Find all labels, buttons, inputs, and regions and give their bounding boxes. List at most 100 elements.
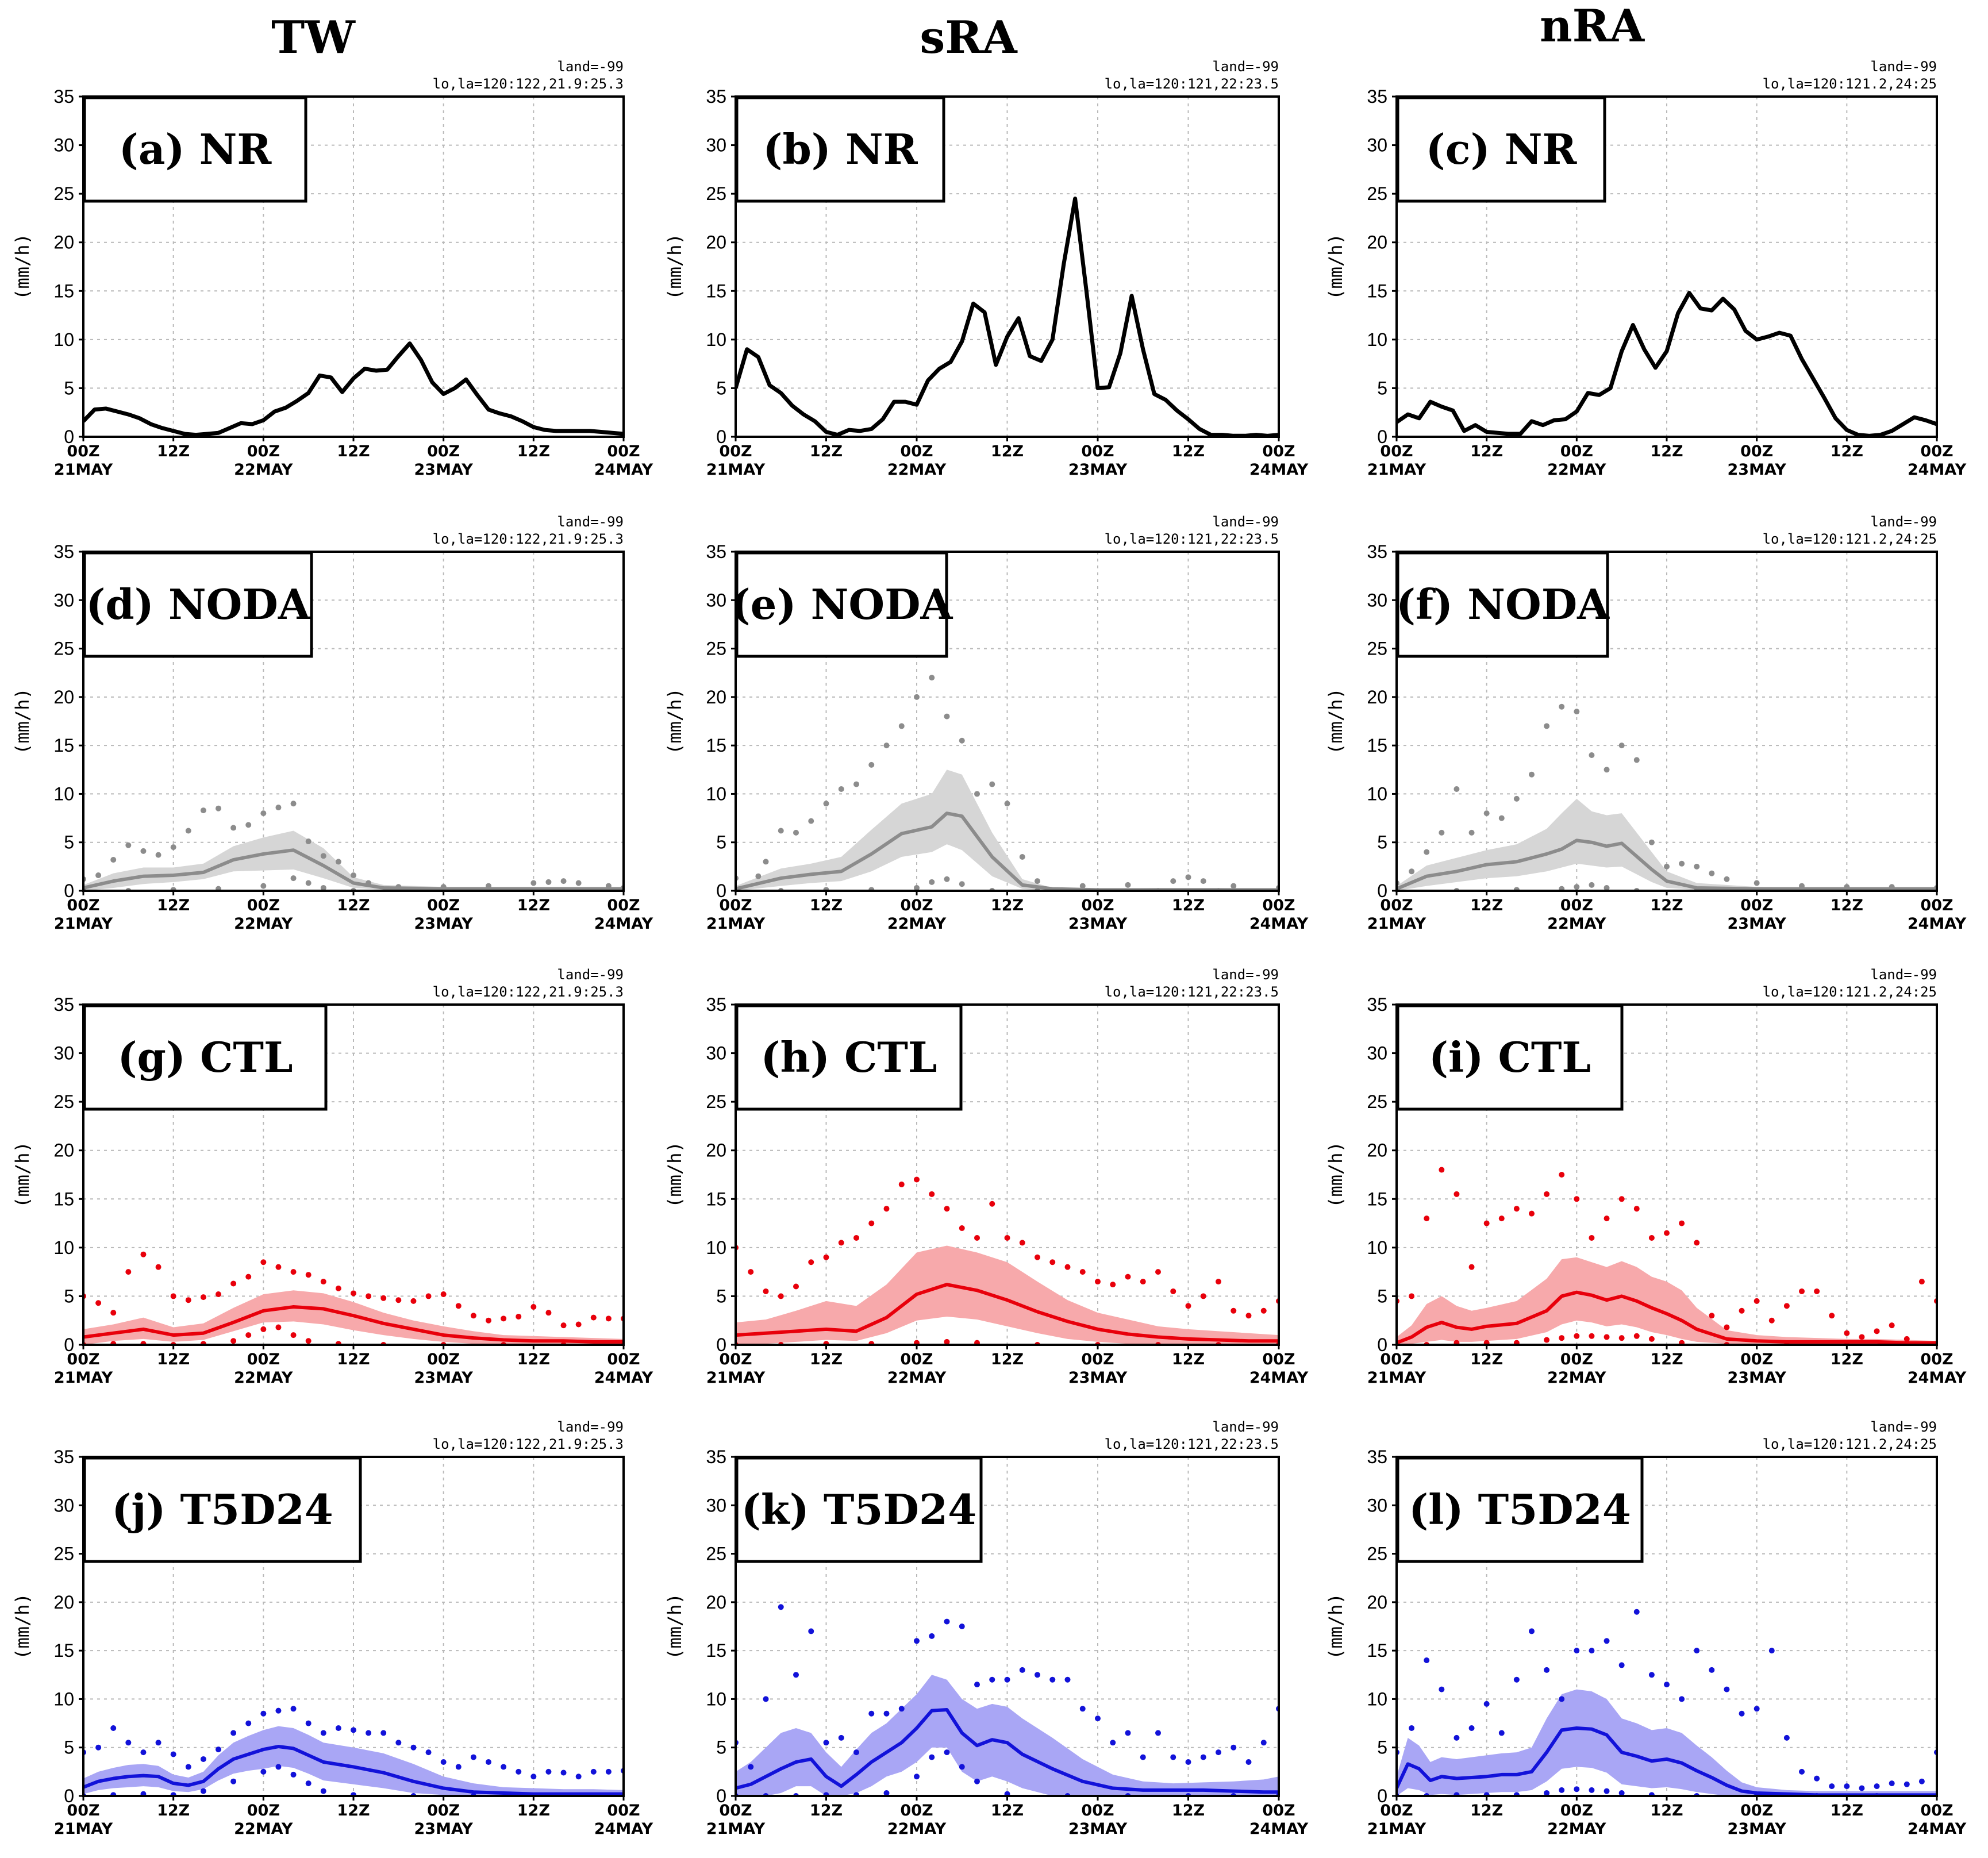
x-tick-label: 00Z: [1560, 1802, 1593, 1819]
max-dot: [501, 1764, 507, 1770]
max-dot: [944, 1206, 950, 1212]
x-tick-label: 12Z: [337, 1351, 370, 1368]
max-dot: [989, 1201, 995, 1207]
max-dot: [1424, 849, 1430, 855]
y-tick-label: 0: [716, 880, 726, 901]
min-dot: [944, 1338, 950, 1345]
x-tick-label: 00Z: [607, 443, 640, 460]
max-dot: [1768, 1648, 1775, 1654]
region-info: lo,la=120:121,22:23.5: [1105, 984, 1279, 1000]
max-dot: [1918, 1279, 1925, 1285]
max-dot: [516, 1768, 522, 1775]
max-dot: [501, 1315, 507, 1322]
panel-label: (i) CTL: [1429, 1033, 1591, 1082]
max-dot: [1004, 1676, 1010, 1683]
max-dot: [1844, 1330, 1850, 1336]
max-dot: [230, 825, 237, 831]
x-tick-label: 00Z: [427, 443, 460, 460]
max-dot: [974, 1682, 980, 1688]
x-tick-label: 00Z: [1920, 443, 1953, 460]
max-dot: [1559, 1696, 1565, 1702]
max-dot: [1574, 709, 1580, 715]
min-dot: [1453, 1340, 1460, 1345]
min-dot: [305, 1780, 312, 1787]
min-dot: [140, 1791, 147, 1796]
y-tick-label: 15: [706, 735, 726, 756]
plot-area: [83, 801, 624, 891]
max-dot: [1170, 1754, 1176, 1760]
y-tick-label: 25: [706, 638, 726, 659]
region-info: lo,la=120:122,21.9:25.3: [433, 531, 624, 547]
max-dot: [230, 1280, 237, 1287]
max-dot: [395, 1740, 402, 1746]
max-dot: [1589, 1234, 1595, 1241]
max-dot: [778, 828, 784, 834]
x-tick-label: 12Z: [1470, 1351, 1503, 1368]
max-dot: [185, 1297, 191, 1303]
max-dot: [1155, 1269, 1161, 1275]
ensemble-mean-line: [1397, 1726, 1937, 1796]
x-tick-date: 24MAY: [594, 1369, 653, 1387]
x-tick-label: 12Z: [1831, 1802, 1863, 1819]
land-mask-info: land=-99: [1870, 967, 1937, 983]
max-dot: [1618, 1662, 1625, 1668]
x-tick-label: 00Z: [1262, 1802, 1295, 1819]
y-tick-label: 25: [53, 1544, 74, 1564]
max-dot: [1664, 1230, 1670, 1236]
max-dot: [245, 822, 252, 828]
x-tick-date: 23MAY: [1068, 915, 1128, 933]
x-tick-label: 00Z: [607, 897, 640, 914]
y-tick-label: 20: [1367, 1592, 1387, 1613]
max-dot: [1409, 868, 1415, 875]
y-tick-label: 20: [53, 687, 74, 707]
max-dot: [1035, 1254, 1040, 1260]
max-dot: [1185, 1759, 1191, 1765]
y-tick-label: 15: [1367, 735, 1387, 756]
max-dot: [1095, 1715, 1101, 1722]
max-dot: [929, 1191, 935, 1197]
max-dot: [275, 1264, 282, 1270]
max-dot: [1814, 1288, 1820, 1294]
y-axis-label: (mm/h): [11, 688, 33, 755]
max-dot: [1513, 1206, 1520, 1212]
land-mask-info: land=-99: [1870, 514, 1937, 530]
y-tick-label: 0: [64, 426, 74, 447]
x-tick-label: 12Z: [991, 1802, 1024, 1819]
max-dot: [1439, 1167, 1445, 1173]
x-tick-label: 00Z: [900, 443, 933, 460]
max-dot: [335, 1285, 341, 1291]
panel-label: (c) NR: [1426, 125, 1578, 174]
x-tick-date: 24MAY: [594, 461, 653, 479]
max-dot: [974, 1234, 980, 1241]
max-dot: [898, 1181, 905, 1187]
region-info: lo,la=120:121.2,24:25: [1763, 1436, 1937, 1452]
min-dot: [1589, 1787, 1595, 1793]
max-dot: [823, 801, 829, 807]
ensemble-mean-line: [1397, 1290, 1937, 1345]
x-tick-label: 12Z: [517, 1802, 550, 1819]
max-dot: [1170, 878, 1176, 884]
max-dot: [1483, 810, 1490, 817]
min-dot: [1604, 884, 1610, 891]
max-dot: [1648, 1234, 1655, 1241]
x-tick-label: 00Z: [719, 443, 752, 460]
max-dot: [1724, 876, 1730, 882]
y-tick-label: 0: [1377, 1334, 1387, 1355]
x-tick-date: 21MAY: [1367, 915, 1426, 933]
max-dot: [455, 1303, 462, 1309]
y-tick-label: 15: [53, 280, 74, 301]
y-tick-label: 20: [1367, 1140, 1387, 1161]
x-tick-label: 12Z: [1172, 1802, 1205, 1819]
max-dot: [868, 1220, 875, 1226]
max-dot: [110, 1310, 117, 1316]
x-tick-label: 12Z: [1470, 443, 1503, 460]
y-tick-label: 35: [53, 86, 74, 107]
max-dot: [929, 1633, 935, 1639]
y-tick-label: 20: [53, 1140, 74, 1161]
spread-band: [83, 1726, 624, 1796]
x-tick-date: 24MAY: [1249, 1369, 1309, 1387]
y-tick-label: 0: [64, 1334, 74, 1355]
y-tick-label: 20: [53, 1592, 74, 1613]
